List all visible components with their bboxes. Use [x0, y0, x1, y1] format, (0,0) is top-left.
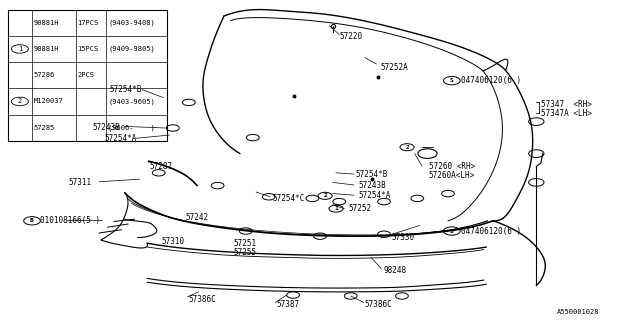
- Text: M120037: M120037: [34, 99, 63, 104]
- Text: 57310: 57310: [162, 237, 185, 246]
- Text: 57251: 57251: [234, 239, 257, 248]
- Text: 57311: 57311: [68, 178, 92, 187]
- Text: 1: 1: [18, 46, 22, 52]
- Text: 2: 2: [18, 99, 22, 104]
- Text: B: B: [30, 218, 34, 223]
- Text: 010108166(5 ): 010108166(5 ): [40, 216, 100, 225]
- Text: 57260A<LH>: 57260A<LH>: [429, 171, 475, 180]
- Text: A550001028: A550001028: [557, 309, 599, 315]
- Text: 57287: 57287: [149, 162, 172, 171]
- Text: 57255: 57255: [234, 248, 257, 257]
- Text: 57243B: 57243B: [93, 124, 120, 132]
- Text: 2: 2: [323, 193, 327, 198]
- Text: 57347  <RH>: 57347 <RH>: [541, 100, 591, 109]
- Text: 57254*B: 57254*B: [109, 85, 142, 94]
- Text: 57243B: 57243B: [358, 181, 386, 190]
- Text: 57286: 57286: [34, 72, 55, 78]
- Text: 57387: 57387: [276, 300, 300, 309]
- Text: 57347A <LH>: 57347A <LH>: [541, 109, 591, 118]
- Text: 57220: 57220: [339, 32, 362, 41]
- Text: (9403-9605): (9403-9605): [108, 98, 155, 105]
- Text: 57252A: 57252A: [381, 63, 408, 72]
- Text: S: S: [450, 228, 454, 234]
- Text: S: S: [450, 78, 454, 83]
- Text: (9409-9805): (9409-9805): [108, 46, 155, 52]
- Text: 047406120(6 ): 047406120(6 ): [461, 227, 521, 236]
- Text: 17PCS: 17PCS: [77, 20, 99, 26]
- Text: 90881H: 90881H: [34, 20, 60, 26]
- Text: 57252: 57252: [349, 204, 372, 213]
- Text: 57260 <RH>: 57260 <RH>: [429, 162, 475, 171]
- Text: 98248: 98248: [384, 266, 407, 275]
- Text: 1: 1: [334, 206, 338, 211]
- Text: 57254*A: 57254*A: [104, 134, 137, 143]
- Text: 57285: 57285: [34, 125, 55, 131]
- Text: 57386C: 57386C: [365, 300, 392, 309]
- Bar: [8, 10, 167, 141]
- Text: 2: 2: [405, 145, 409, 150]
- Text: 90881H: 90881H: [34, 46, 60, 52]
- Text: 57254*C: 57254*C: [272, 194, 305, 203]
- Text: 57254*B: 57254*B: [355, 170, 388, 179]
- Text: 15PCS: 15PCS: [77, 46, 99, 52]
- Text: (9606-    ): (9606- ): [108, 124, 155, 131]
- Text: 2PCS: 2PCS: [77, 72, 95, 78]
- Text: 57330: 57330: [392, 233, 415, 242]
- Text: (9403-9408): (9403-9408): [108, 20, 155, 26]
- Text: 57386C: 57386C: [189, 295, 216, 304]
- Text: 047406120(6 ): 047406120(6 ): [461, 76, 521, 85]
- Text: 57242: 57242: [186, 213, 209, 222]
- Text: 57254*A: 57254*A: [358, 191, 391, 200]
